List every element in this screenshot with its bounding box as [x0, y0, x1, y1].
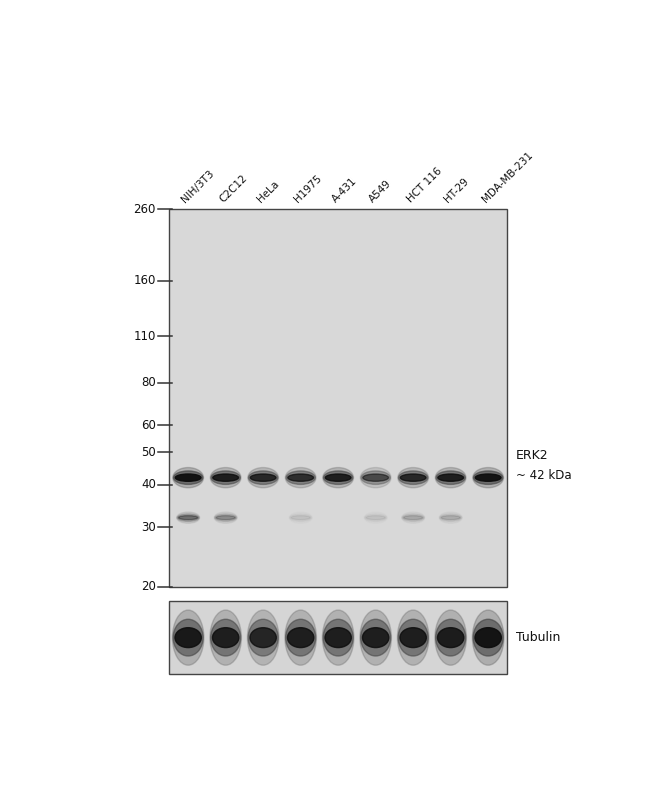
Ellipse shape [248, 471, 278, 484]
Ellipse shape [438, 474, 463, 481]
Ellipse shape [248, 620, 278, 656]
Ellipse shape [287, 628, 314, 648]
Ellipse shape [250, 474, 276, 481]
Ellipse shape [475, 474, 501, 481]
Ellipse shape [179, 516, 198, 520]
Ellipse shape [214, 512, 237, 523]
Ellipse shape [177, 514, 199, 522]
Text: ERK2: ERK2 [516, 449, 549, 462]
Ellipse shape [288, 474, 313, 481]
Ellipse shape [398, 471, 428, 484]
Text: 60: 60 [141, 419, 156, 432]
Ellipse shape [473, 467, 504, 488]
Ellipse shape [210, 610, 241, 665]
Text: 260: 260 [133, 203, 156, 216]
Ellipse shape [404, 516, 422, 520]
Ellipse shape [213, 628, 239, 648]
Ellipse shape [397, 610, 429, 665]
Ellipse shape [173, 620, 203, 656]
Text: 20: 20 [141, 580, 156, 593]
Ellipse shape [213, 474, 239, 481]
Text: HT-29: HT-29 [443, 177, 471, 204]
Ellipse shape [474, 471, 503, 484]
Ellipse shape [325, 474, 351, 481]
Ellipse shape [248, 467, 278, 488]
Ellipse shape [437, 628, 464, 648]
Ellipse shape [248, 610, 279, 665]
Text: HeLa: HeLa [255, 179, 281, 204]
Ellipse shape [174, 471, 203, 484]
Ellipse shape [363, 474, 389, 481]
Ellipse shape [285, 610, 317, 665]
Text: Tubulin: Tubulin [516, 631, 560, 644]
Ellipse shape [439, 514, 462, 522]
Ellipse shape [475, 628, 501, 648]
Ellipse shape [172, 610, 204, 665]
Ellipse shape [323, 620, 353, 656]
Ellipse shape [211, 471, 240, 484]
Text: A-431: A-431 [330, 176, 359, 204]
Ellipse shape [366, 516, 385, 520]
Text: H1975: H1975 [292, 173, 324, 204]
Ellipse shape [323, 467, 354, 488]
Ellipse shape [211, 620, 240, 656]
Ellipse shape [322, 610, 354, 665]
Bar [170, 210, 507, 586]
Text: ~ 42 kDa: ~ 42 kDa [516, 469, 571, 482]
Ellipse shape [436, 467, 466, 488]
Text: NIH/3T3: NIH/3T3 [180, 168, 216, 204]
Ellipse shape [398, 467, 428, 488]
Ellipse shape [285, 467, 316, 488]
Ellipse shape [473, 610, 504, 665]
Ellipse shape [473, 620, 503, 656]
Ellipse shape [285, 620, 316, 656]
Ellipse shape [436, 471, 465, 484]
Ellipse shape [216, 516, 235, 520]
Text: 160: 160 [133, 275, 156, 288]
Text: 40: 40 [141, 479, 156, 492]
Text: MDA-MB-231: MDA-MB-231 [480, 150, 534, 204]
Text: C2C12: C2C12 [218, 173, 249, 204]
Ellipse shape [402, 514, 424, 522]
Ellipse shape [360, 467, 391, 488]
Ellipse shape [363, 628, 389, 648]
Bar [170, 601, 507, 674]
Ellipse shape [398, 620, 428, 656]
Ellipse shape [360, 610, 391, 665]
Ellipse shape [211, 467, 241, 488]
Text: HCT 116: HCT 116 [405, 166, 443, 204]
Text: A549: A549 [368, 178, 394, 204]
Ellipse shape [250, 628, 276, 648]
Ellipse shape [175, 628, 202, 648]
Text: 50: 50 [141, 446, 156, 458]
Ellipse shape [400, 628, 426, 648]
Ellipse shape [177, 512, 200, 523]
Ellipse shape [324, 471, 353, 484]
Ellipse shape [325, 628, 352, 648]
Ellipse shape [291, 516, 310, 520]
Ellipse shape [361, 471, 390, 484]
Ellipse shape [400, 474, 426, 481]
Text: 30: 30 [141, 521, 156, 534]
Ellipse shape [361, 620, 391, 656]
Ellipse shape [435, 610, 467, 665]
Ellipse shape [214, 514, 237, 522]
Text: 110: 110 [133, 330, 156, 343]
Ellipse shape [436, 620, 465, 656]
Ellipse shape [176, 474, 201, 481]
Text: 80: 80 [141, 377, 156, 390]
Ellipse shape [441, 516, 460, 520]
Ellipse shape [173, 467, 203, 488]
Ellipse shape [286, 471, 315, 484]
